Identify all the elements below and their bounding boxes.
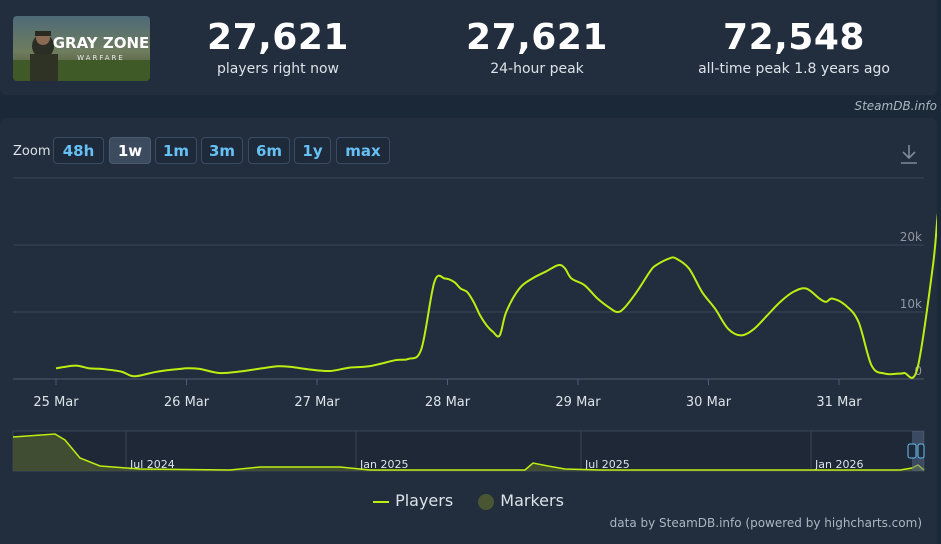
chart-legend: Players Markers [0, 490, 937, 510]
zoom-label: Zoom [13, 144, 51, 159]
legend-item-players[interactable]: Players [373, 491, 453, 510]
steamdb-credit[interactable]: SteamDB.info [854, 99, 937, 113]
stat-value: 72,548 [723, 17, 865, 58]
download-icon[interactable] [898, 143, 920, 165]
zoom-1m-button[interactable]: 1m [155, 137, 197, 164]
navigator-handle-right[interactable] [917, 443, 925, 459]
navigator-area [13, 434, 924, 471]
zoom-1y-button[interactable]: 1y [294, 137, 331, 164]
navigator-x-label: Jan 2025 [359, 458, 408, 471]
highcharts-credit[interactable]: data by SteamDB.info (powered by highcha… [609, 516, 922, 530]
zoom-6m-button[interactable]: 6m [248, 137, 290, 164]
y-tick-label: 20k [900, 230, 922, 244]
navigator-handle-left[interactable] [907, 443, 917, 459]
x-tick-label: 28 Mar [425, 395, 471, 410]
y-tick-label: 0 [914, 364, 922, 378]
legend-line-swatch [373, 500, 390, 503]
logo-subtitle: WARFARE [77, 54, 125, 62]
zoom-48h-button[interactable]: 48h [53, 137, 104, 164]
players-series-line [55, 212, 937, 379]
y-tick-label: 10k [900, 297, 922, 311]
chart-panel [0, 118, 937, 544]
navigator-x-label: Jan 2026 [814, 458, 863, 471]
stat-24h-peak: 27,621 24-hour peak [407, 18, 667, 80]
logo-title: GRAY ZONE [53, 34, 150, 52]
x-tick-label: 29 Mar [555, 395, 601, 410]
stat-label: 24-hour peak [490, 61, 584, 77]
legend-dot-swatch [478, 493, 495, 510]
stats-panel [0, 0, 937, 95]
stat-all-time-peak: 72,548 all-time peak 1.8 years ago [664, 18, 924, 80]
x-tick-label: 27 Mar [294, 395, 340, 410]
stat-label: players right now [217, 61, 339, 77]
x-tick-label: 30 Mar [686, 395, 732, 410]
legend-label: Markers [500, 491, 564, 510]
stat-value: 27,621 [466, 17, 608, 58]
navigator-x-label: Jul 2024 [129, 458, 175, 471]
stat-current-players: 27,621 players right now [148, 18, 408, 80]
game-logo[interactable]: GRAY ZONE WARFARE [13, 16, 150, 81]
navigator-line [12, 433, 925, 471]
legend-item-markers[interactable]: Markers [478, 491, 564, 510]
x-tick-label: 26 Mar [164, 395, 210, 410]
legend-label: Players [395, 491, 454, 510]
navigator-x-label: Jul 2025 [584, 458, 630, 471]
stat-value: 27,621 [207, 17, 349, 58]
stat-label: all-time peak 1.8 years ago [698, 61, 890, 77]
zoom-max-button[interactable]: max [336, 137, 390, 164]
game-logo-image: GRAY ZONE WARFARE [13, 16, 150, 81]
x-tick-label: 31 Mar [816, 395, 862, 410]
navigator-background [12, 430, 925, 472]
x-tick-label: 25 Mar [33, 395, 79, 410]
zoom-3m-button[interactable]: 3m [201, 137, 243, 164]
zoom-1w-button[interactable]: 1w [109, 137, 151, 164]
